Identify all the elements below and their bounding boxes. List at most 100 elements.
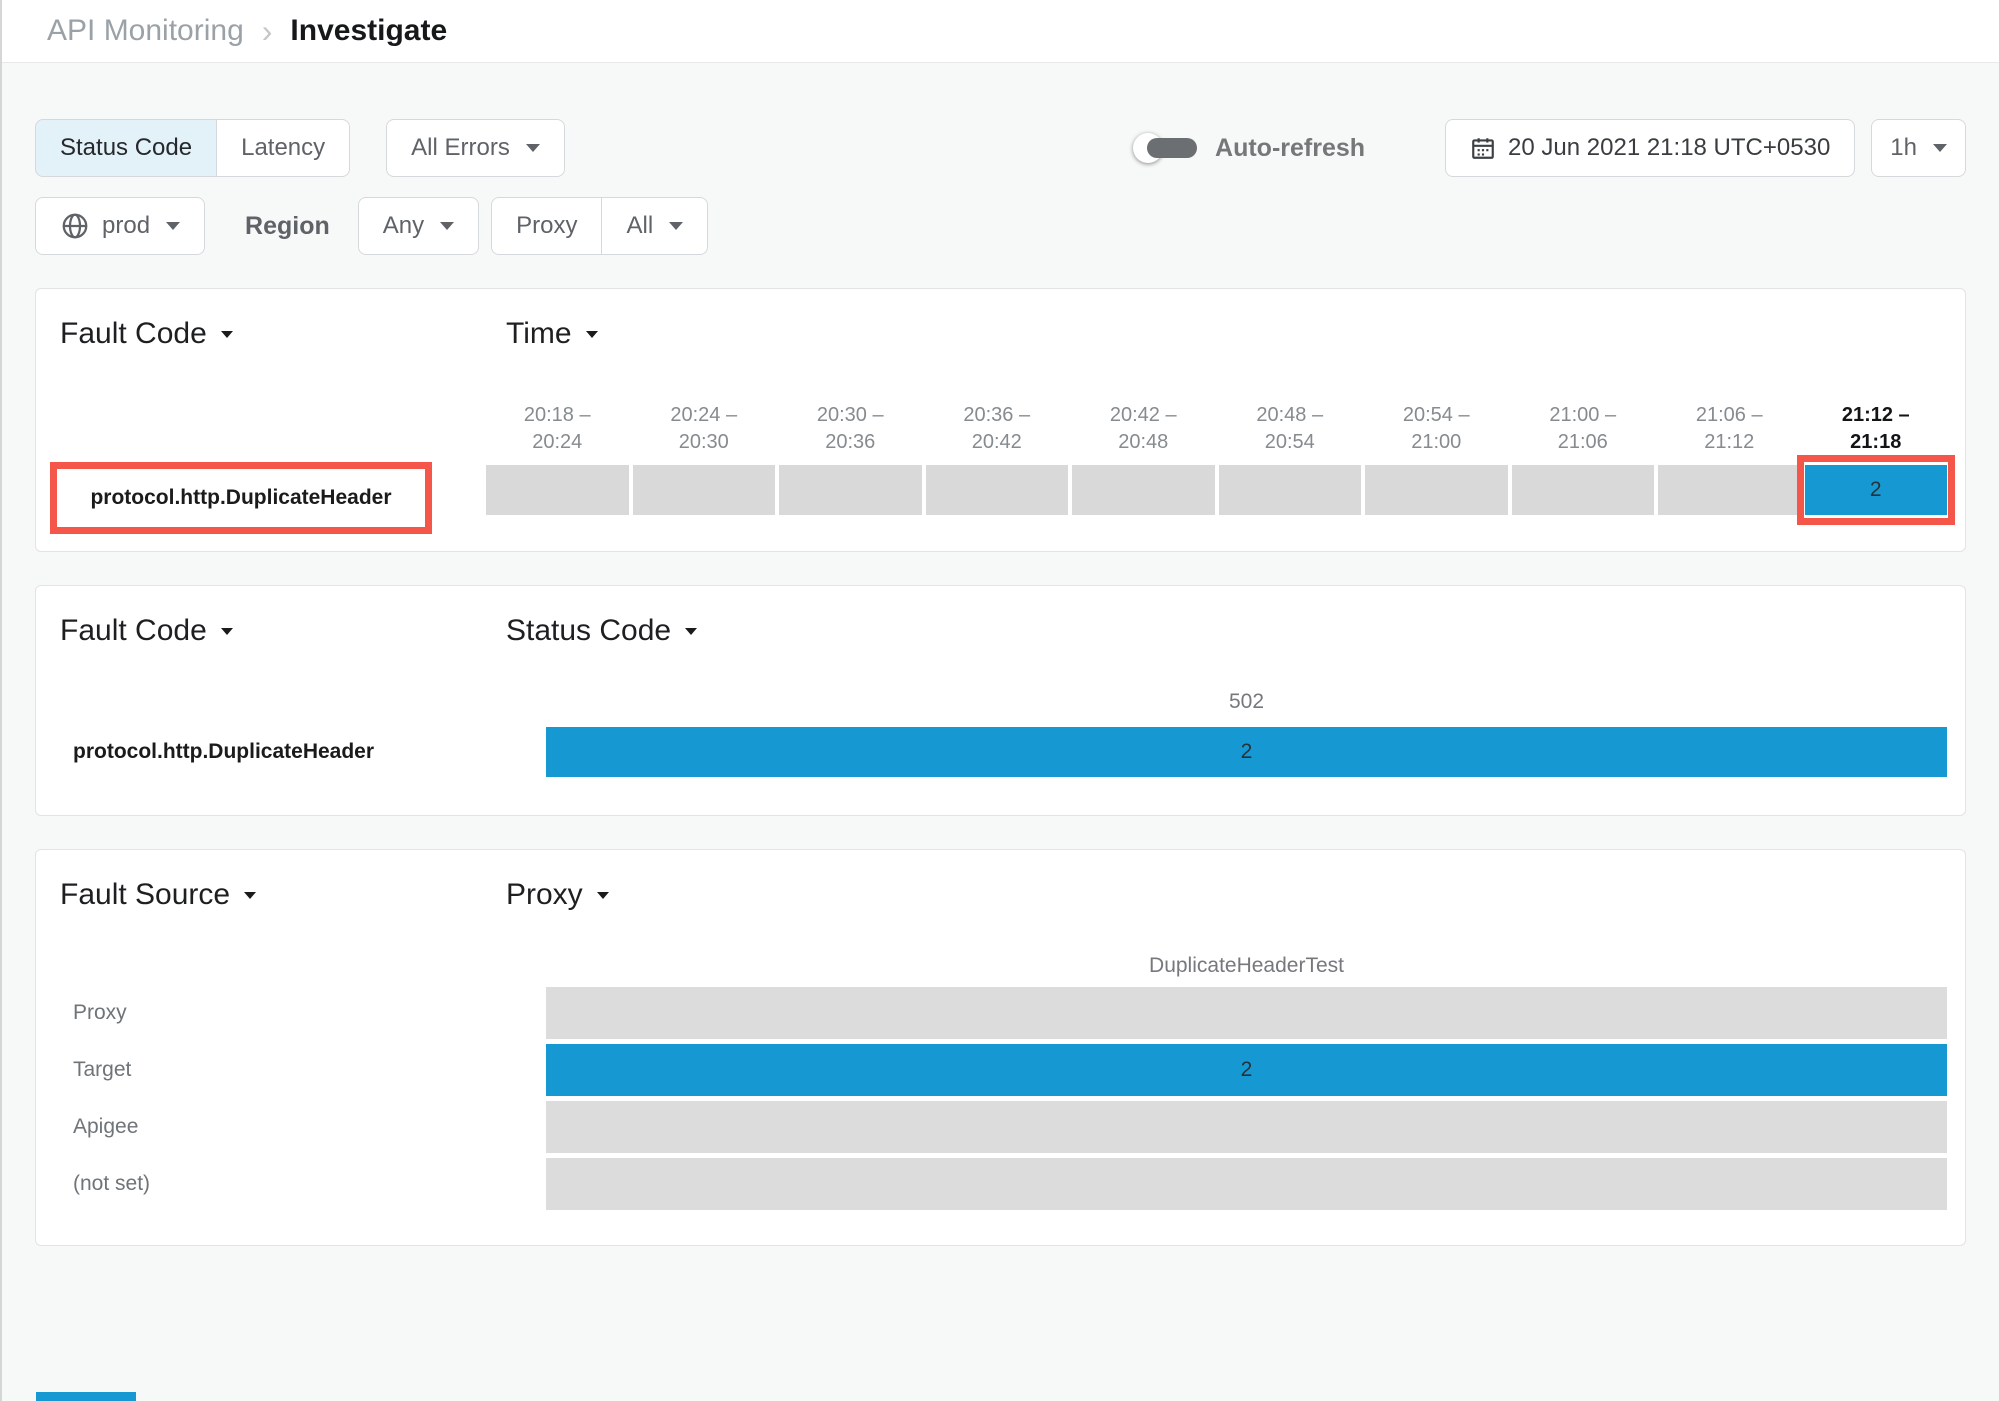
errors-filter-dropdown[interactable]: All Errors — [386, 119, 565, 177]
time-bucket-label: 20:42 –20:48 — [1109, 404, 1177, 453]
time-cell[interactable] — [1511, 465, 1654, 515]
region-label: Region — [245, 211, 330, 240]
fault-code-row-label: protocol.http.DuplicateHeader — [90, 486, 392, 509]
proxy-dropdown[interactable]: All — [601, 197, 709, 255]
auto-refresh-toggle[interactable] — [1133, 132, 1198, 164]
panel3-axis-dropdown[interactable]: Proxy — [506, 878, 609, 912]
time-bucket-label: 20:36 –20:42 — [963, 404, 1031, 453]
tab-status-code[interactable]: Status Code — [35, 119, 218, 177]
panel-fault-source-by-proxy: Fault Source Proxy DuplicateHeaderTest P… — [35, 849, 1966, 1246]
time-bucket-label: 20:30 –20:36 — [816, 404, 884, 453]
chevron-right-icon: › — [261, 13, 273, 49]
time-bucket-label: 21:00 –21:06 — [1549, 404, 1617, 453]
panel1-axis-dropdown[interactable]: Time — [506, 317, 598, 351]
bar-row: Proxy — [36, 987, 1965, 1039]
chevron-down-icon — [669, 222, 684, 230]
environment-dropdown[interactable]: prod — [35, 197, 206, 255]
fault-source-row-label: Target — [73, 1058, 132, 1081]
tab-latency[interactable]: Latency — [216, 119, 351, 177]
chevron-down-icon — [1933, 144, 1947, 152]
bar-row: (not set) — [36, 1158, 1965, 1210]
bar-row: Apigee — [36, 1101, 1965, 1153]
time-range-value: 1h — [1890, 134, 1917, 161]
breadcrumb: API Monitoring › Investigate — [47, 14, 447, 48]
chevron-down-icon — [525, 144, 540, 152]
panel-fault-code-by-status-code: Fault Code Status Code 502 protocol.http… — [35, 585, 1966, 816]
time-cell[interactable] — [779, 465, 922, 515]
time-cells-row: 2 — [486, 455, 1955, 525]
region-dropdown[interactable]: Any — [357, 197, 480, 255]
toggle-track — [1147, 138, 1198, 158]
time-bucket-label: 21:12 –21:18 — [1841, 404, 1910, 453]
metric-toggle-group: Status Code Latency — [35, 119, 351, 177]
auto-refresh-label: Auto-refresh — [1215, 133, 1366, 162]
proxy-bar[interactable] — [546, 1101, 1947, 1153]
proxy-bar[interactable]: 2 — [546, 1044, 1947, 1096]
proxy-column-header: DuplicateHeaderTest — [1149, 954, 1344, 977]
time-bucket-label: 20:54 –21:00 — [1402, 404, 1470, 453]
chevron-down-icon — [440, 222, 455, 230]
partial-scrolled-bar — [36, 1392, 136, 1401]
chevron-down-icon — [585, 330, 598, 338]
panel2-axis-label: Status Code — [506, 614, 672, 647]
errors-filter-value: All Errors — [411, 134, 510, 161]
datetime-picker-button[interactable]: 20 Jun 2021 21:18 UTC+0530 — [1445, 119, 1856, 177]
time-cell[interactable] — [1658, 465, 1801, 515]
fault-source-rows: Proxy Target 2 Apigee (not set) — [36, 987, 1965, 1210]
panel2-axis-dropdown[interactable]: Status Code — [506, 614, 698, 648]
bar-value: 2 — [1240, 1058, 1253, 1081]
proxy-value: All — [626, 212, 654, 239]
time-bucket-label: 20:48 –20:54 — [1256, 404, 1324, 453]
proxy-bar[interactable] — [546, 1158, 1947, 1210]
bar-value: 2 — [1240, 740, 1253, 763]
time-cell[interactable]: 2 — [1796, 455, 1955, 525]
time-cell[interactable] — [1072, 465, 1215, 515]
time-cell[interactable] — [925, 465, 1068, 515]
fault-source-row-label: Proxy — [73, 1001, 127, 1024]
chevron-down-icon — [596, 891, 609, 899]
top-bar: API Monitoring › Investigate — [2, 0, 1999, 63]
panel1-dimension-label: Fault Code — [60, 317, 207, 350]
bar-row: Target 2 — [36, 1044, 1965, 1096]
calendar-icon — [1472, 138, 1494, 159]
time-bucket-label: 20:24 –20:30 — [670, 404, 738, 453]
fault-source-row-label: (not set) — [73, 1172, 151, 1195]
panel3-dimension-label: Fault Source — [60, 878, 231, 911]
panel1-axis-label: Time — [506, 317, 572, 350]
time-cell[interactable] — [1365, 465, 1508, 515]
page-title: Investigate — [290, 14, 448, 47]
panel1-dimension-dropdown[interactable]: Fault Code — [60, 317, 233, 351]
status-code-bar[interactable]: 2 — [546, 727, 1947, 777]
chevron-down-icon — [220, 627, 233, 635]
fault-source-row-label: Apigee — [73, 1115, 139, 1138]
panel3-dimension-dropdown[interactable]: Fault Source — [60, 878, 257, 912]
proxy-filter-group: Proxy All — [491, 197, 709, 255]
filter-bar: Status Code Latency All Errors Auto-refr… — [2, 119, 1999, 255]
fault-code-row-label: protocol.http.DuplicateHeader — [73, 740, 375, 763]
panel3-axis-label: Proxy — [506, 878, 583, 911]
chevron-down-icon — [685, 627, 698, 635]
time-bucket-label: 20:18 –20:24 — [523, 404, 591, 453]
breadcrumb-api-monitoring[interactable]: API Monitoring — [47, 14, 244, 47]
chevron-down-icon — [220, 330, 233, 338]
datetime-value: 20 Jun 2021 21:18 UTC+0530 — [1508, 134, 1831, 161]
time-cell[interactable] — [1218, 465, 1361, 515]
time-cell[interactable] — [486, 465, 629, 515]
proxy-label-segment[interactable]: Proxy — [491, 197, 603, 255]
time-bucket-labels: 20:18 –20:24 20:24 –20:30 20:30 –20:36 20:3… — [486, 402, 1947, 456]
time-cell[interactable] — [632, 465, 775, 515]
bar-row: protocol.http.DuplicateHeader 2 — [36, 727, 1965, 777]
region-value: Any — [382, 212, 425, 239]
chevron-down-icon — [244, 891, 257, 899]
time-bucket-label: 21:06 –21:12 — [1695, 404, 1763, 453]
panel2-dimension-label: Fault Code — [60, 614, 207, 647]
status-code-column-header: 502 — [1228, 690, 1265, 713]
panel-fault-code-by-time: Fault Code Time 20:18 –20:24 20:24 –20:30… — [35, 288, 1966, 552]
time-range-dropdown[interactable]: 1h — [1871, 119, 1966, 177]
chevron-down-icon — [166, 222, 181, 230]
proxy-bar[interactable] — [546, 987, 1947, 1039]
globe-icon — [62, 213, 88, 239]
environment-value: prod — [102, 212, 151, 239]
panel2-dimension-dropdown[interactable]: Fault Code — [60, 614, 233, 648]
fault-code-label-annotation: protocol.http.DuplicateHeader — [50, 462, 432, 534]
